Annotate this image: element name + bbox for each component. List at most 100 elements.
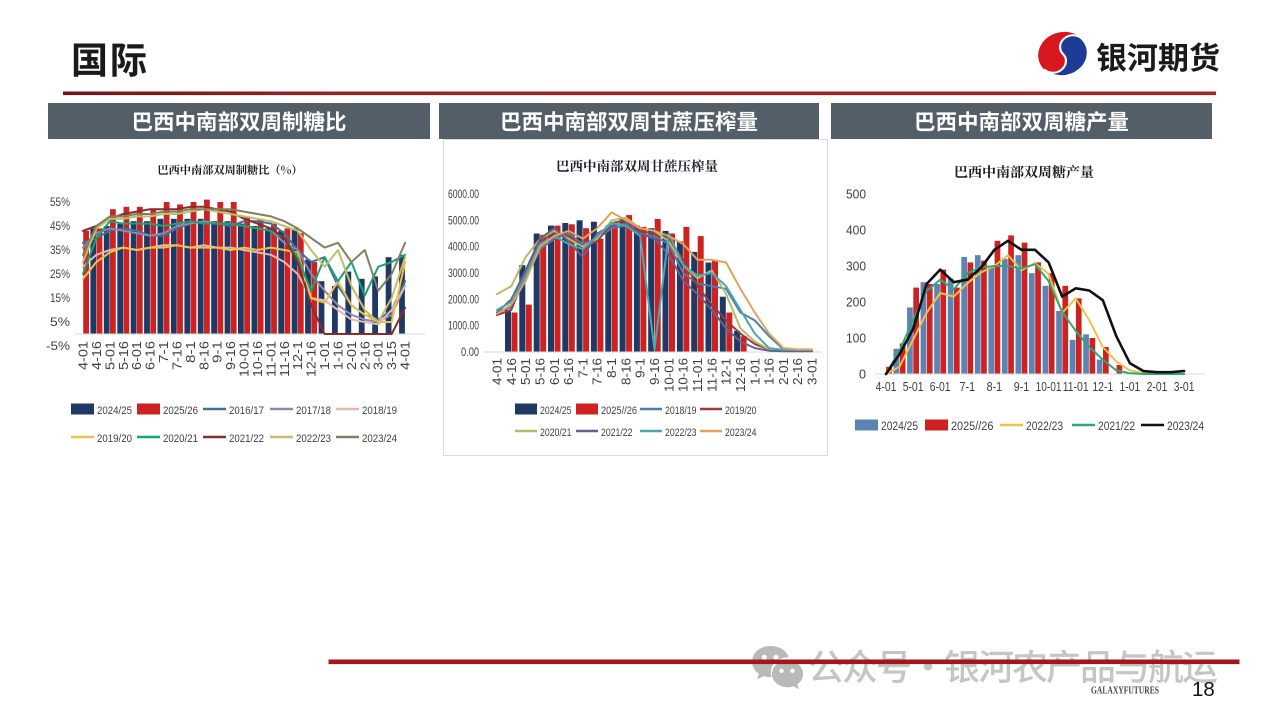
svg-text:11-16: 11-16: [277, 341, 292, 377]
svg-text:45%: 45%: [50, 219, 70, 233]
svg-text:2020/21: 2020/21: [540, 427, 572, 439]
svg-text:10-16: 10-16: [677, 358, 691, 392]
svg-text:1-16: 1-16: [763, 358, 777, 385]
svg-text:7-1: 7-1: [156, 341, 171, 363]
svg-text:2025//26: 2025//26: [951, 419, 994, 433]
svg-text:7-16: 7-16: [591, 358, 605, 385]
svg-text:10-01: 10-01: [237, 341, 252, 377]
svg-text:100: 100: [846, 331, 866, 346]
svg-text:0: 0: [859, 367, 866, 382]
svg-text:500: 500: [846, 187, 866, 202]
svg-text:4-01: 4-01: [876, 380, 897, 394]
svg-text:6-01: 6-01: [548, 358, 562, 385]
svg-text:2017/18: 2017/18: [296, 405, 331, 417]
svg-text:3000.00: 3000.00: [448, 268, 479, 280]
svg-text:9-1: 9-1: [634, 358, 648, 378]
svg-text:400: 400: [846, 223, 866, 238]
svg-text:9-1: 9-1: [210, 341, 225, 363]
svg-text:5%: 5%: [50, 315, 70, 329]
svg-text:10-01: 10-01: [1036, 380, 1062, 394]
svg-text:1-16: 1-16: [331, 341, 346, 370]
svg-text:5-01: 5-01: [519, 358, 533, 385]
svg-text:18: 18: [1192, 678, 1215, 701]
svg-text:2-01: 2-01: [1147, 380, 1168, 394]
svg-text:2024/25: 2024/25: [97, 405, 132, 417]
svg-text:1-01: 1-01: [748, 358, 762, 385]
svg-text:300: 300: [846, 259, 866, 274]
svg-text:5-01: 5-01: [903, 380, 924, 394]
svg-text:2025//26: 2025//26: [601, 405, 637, 417]
svg-text:35%: 35%: [50, 243, 70, 257]
svg-text:9-16: 9-16: [223, 341, 238, 370]
svg-text:4-16: 4-16: [89, 341, 104, 370]
svg-text:2022/23: 2022/23: [296, 433, 331, 445]
svg-text:12-16: 12-16: [304, 341, 319, 377]
svg-text:6-16: 6-16: [143, 341, 158, 370]
svg-text:3-01: 3-01: [371, 341, 386, 370]
svg-text:11-01: 11-01: [263, 341, 278, 377]
svg-text:2022/23: 2022/23: [1026, 419, 1063, 433]
svg-text:11-01: 11-01: [1063, 380, 1089, 394]
svg-text:10-16: 10-16: [250, 341, 265, 377]
svg-text:8-16: 8-16: [619, 358, 633, 385]
svg-text:-5%: -5%: [46, 339, 70, 353]
svg-text:2023/24: 2023/24: [362, 433, 397, 445]
svg-text:200: 200: [846, 295, 866, 310]
svg-text:12-1: 12-1: [290, 341, 305, 370]
svg-text:2-16: 2-16: [357, 341, 372, 370]
svg-text:8-1: 8-1: [987, 380, 1003, 394]
svg-text:10-01: 10-01: [662, 358, 676, 392]
svg-text:12-1: 12-1: [720, 358, 734, 385]
svg-text:1000.00: 1000.00: [448, 321, 479, 333]
svg-text:11-16: 11-16: [705, 358, 719, 392]
svg-text:2023/24: 2023/24: [1167, 419, 1204, 433]
svg-text:6-01: 6-01: [129, 341, 144, 370]
svg-text:1-01: 1-01: [317, 341, 332, 370]
svg-text:2-01: 2-01: [777, 358, 791, 385]
svg-text:4-01: 4-01: [398, 341, 413, 370]
svg-text:2025/26: 2025/26: [163, 405, 198, 417]
svg-text:6-01: 6-01: [930, 380, 951, 394]
svg-text:8-1: 8-1: [605, 358, 619, 378]
svg-text:8-1: 8-1: [183, 341, 198, 363]
svg-text:2021/22: 2021/22: [229, 433, 264, 445]
svg-text:55%: 55%: [50, 195, 70, 209]
svg-text:5-16: 5-16: [116, 341, 131, 370]
svg-text:5-01: 5-01: [102, 341, 117, 370]
svg-text:9-16: 9-16: [648, 358, 662, 385]
svg-text:8-16: 8-16: [196, 341, 211, 370]
svg-text:5000.00: 5000.00: [448, 215, 479, 227]
svg-text:3-01: 3-01: [806, 358, 820, 385]
svg-text:4000.00: 4000.00: [448, 242, 479, 254]
svg-text:2019/20: 2019/20: [725, 405, 757, 417]
svg-text:4-01: 4-01: [76, 341, 91, 370]
svg-text:2024/25: 2024/25: [540, 405, 572, 417]
svg-text:2-01: 2-01: [344, 341, 359, 370]
svg-text:5-16: 5-16: [534, 358, 548, 385]
svg-text:7-1: 7-1: [960, 380, 976, 394]
svg-text:2018/19: 2018/19: [362, 405, 397, 417]
svg-text:2020/21: 2020/21: [163, 433, 198, 445]
svg-text:2016/17: 2016/17: [229, 405, 264, 417]
svg-text:1-01: 1-01: [1120, 380, 1141, 394]
svg-text:11-01: 11-01: [691, 358, 705, 392]
svg-text:2000.00: 2000.00: [448, 294, 479, 306]
svg-text:7-1: 7-1: [576, 358, 590, 378]
svg-text:2024/25: 2024/25: [881, 419, 918, 433]
svg-text:2022/23: 2022/23: [665, 427, 697, 439]
svg-text:4-16: 4-16: [505, 358, 519, 385]
svg-text:2023/24: 2023/24: [725, 427, 757, 439]
svg-text:6-16: 6-16: [562, 358, 576, 385]
svg-text:7-16: 7-16: [169, 341, 184, 370]
svg-text:2021/22: 2021/22: [1098, 419, 1135, 433]
svg-text:3-01: 3-01: [1174, 380, 1195, 394]
svg-text:6000.00: 6000.00: [448, 189, 479, 201]
svg-text:GALAXYFUTURES: GALAXYFUTURES: [1091, 686, 1159, 697]
svg-text:2019/20: 2019/20: [97, 433, 132, 445]
svg-text:2021/22: 2021/22: [601, 427, 633, 439]
svg-text:12-1: 12-1: [1092, 380, 1113, 394]
svg-text:2018/19: 2018/19: [665, 405, 697, 417]
svg-text:25%: 25%: [50, 267, 70, 281]
svg-text:0.00: 0.00: [461, 347, 479, 359]
svg-text:3-15: 3-15: [384, 341, 399, 370]
